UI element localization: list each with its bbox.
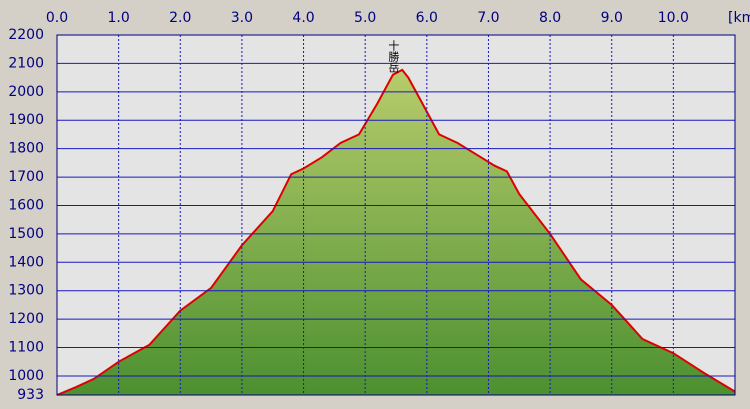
y-tick-label: 2000 [8,84,44,100]
area-fill [57,69,735,396]
y-tick-label: 2100 [8,55,44,71]
y-tick-label: 1500 [8,226,44,242]
x-tick-label: 2.0 [169,10,191,26]
x-tick-label: 1.0 [108,10,130,26]
x-tick-label: 3.0 [231,10,253,26]
x-tick-label: 7.0 [477,10,499,26]
x-tick-label: 0.0 [46,10,68,26]
y-tick-label: 1300 [8,283,44,299]
y-tick-label: 1700 [8,169,44,185]
x-tick-label: 4.0 [292,10,314,26]
x-tick-label: 8.0 [539,10,561,26]
y-tick-label: 933 [17,387,44,403]
plot-border [56,34,736,396]
y-tick-label: 1800 [8,141,44,157]
y-tick-label: 1900 [8,112,44,128]
x-tick-label: 9.0 [601,10,623,26]
y-tick-label: 1400 [8,254,44,270]
y-tick-label: 2200 [8,27,44,43]
x-tick-label: 10.0 [658,10,689,26]
x-tick-label: 5.0 [354,10,376,26]
x-tick-label: 6.0 [416,10,438,26]
elevation-line [56,68,736,396]
y-tick-label: 1600 [8,197,44,213]
y-tick-label: 1000 [8,368,44,384]
x-axis-label: [km [728,10,750,26]
annotation: 十勝岳 [387,39,400,73]
y-tick-label: 1100 [8,340,44,356]
y-tick-label: 1200 [8,311,44,327]
